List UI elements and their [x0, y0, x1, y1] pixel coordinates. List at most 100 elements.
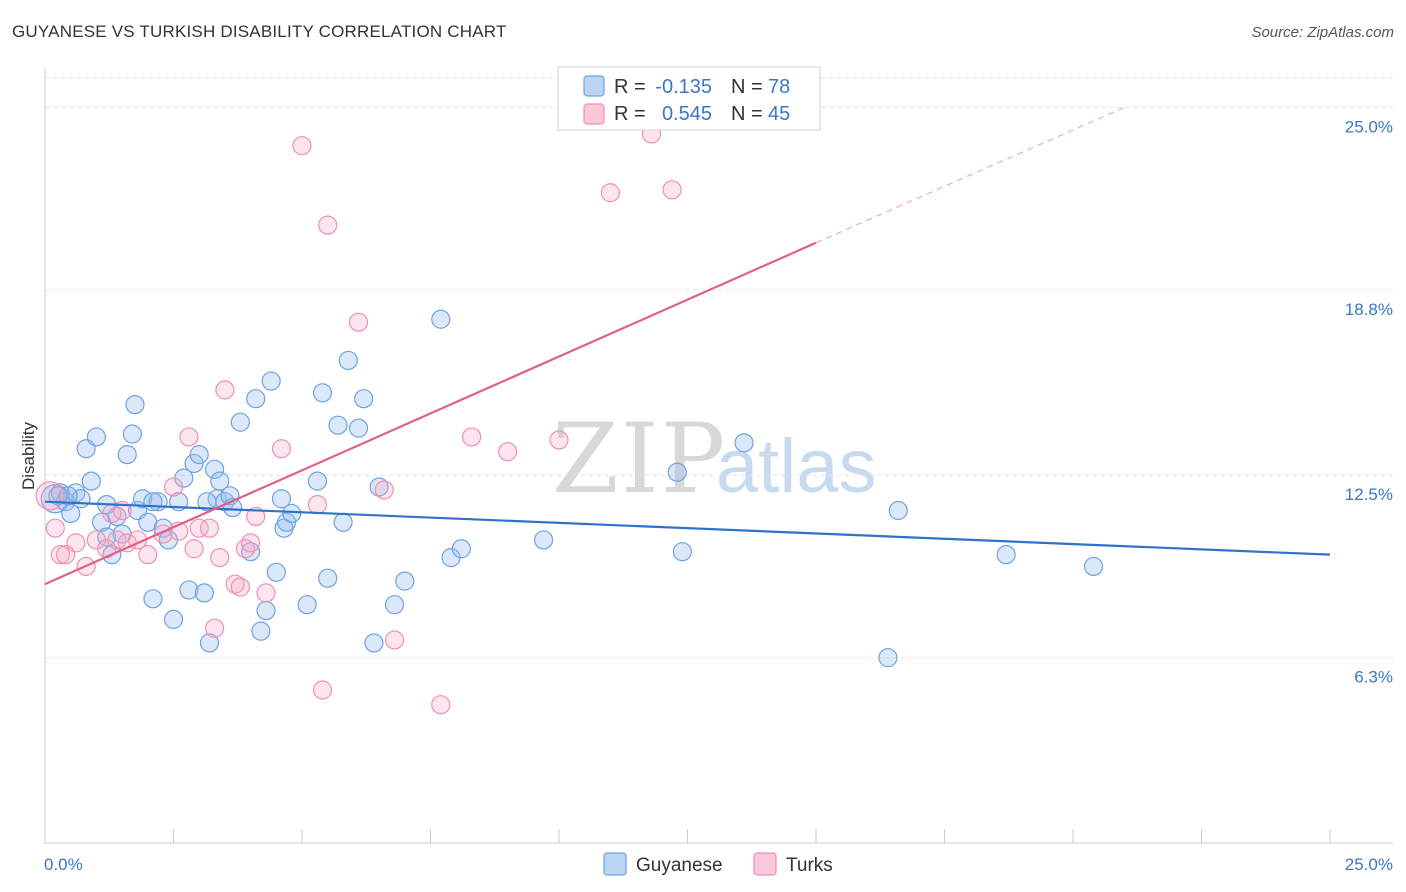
y-tick-label-12-5: 12.5% — [1345, 485, 1393, 504]
legend-r-value-1: -0.135 — [655, 76, 712, 98]
turks-point-40 — [549, 430, 569, 450]
guyanese-point-34 — [210, 471, 230, 491]
guyanese-point-72 — [1083, 556, 1104, 577]
turks-point-23 — [225, 574, 245, 594]
guyanese-point-67 — [672, 542, 692, 562]
turks-point-34 — [348, 312, 369, 332]
turks-point-22 — [215, 380, 235, 400]
guyanese-point-66 — [667, 462, 687, 482]
guyanese-point-44 — [266, 562, 286, 582]
guyanese-point-62 — [431, 309, 451, 329]
turks-point-44 — [102, 503, 122, 524]
turks-point-14 — [163, 477, 184, 497]
turks-point-27 — [246, 506, 266, 527]
guyanese-point-55 — [338, 350, 358, 371]
bottom-legend-turks: Turks — [786, 855, 833, 876]
turks-point-33 — [318, 215, 338, 235]
guyanese-point-31 — [199, 633, 220, 653]
guyanese-point-40 — [246, 389, 266, 409]
turks-point-29 — [271, 439, 292, 459]
guyanese-point-61 — [395, 571, 415, 591]
x-tick-label-min: 0.0% — [44, 855, 83, 874]
turks-point-17 — [184, 539, 204, 559]
watermark-zip: ZIP — [552, 403, 727, 515]
guyanese-point-8 — [86, 427, 107, 447]
guyanese-point-15 — [122, 424, 142, 444]
guyanese-trend-line — [44, 500, 1331, 556]
guyanese-point-57 — [354, 389, 374, 409]
guyanese-point-45 — [271, 489, 292, 509]
turks-point-26 — [241, 533, 261, 553]
turks-point-37 — [431, 695, 451, 715]
guyanese-point-43 — [261, 371, 281, 391]
guyanese-point-47 — [276, 512, 297, 532]
turks-point-41 — [600, 183, 621, 203]
legend-n-value-1: 78 — [768, 76, 790, 98]
turks-point-12 — [138, 545, 158, 565]
guyanese-point-54 — [333, 512, 353, 532]
guyanese-point-28 — [184, 453, 204, 474]
legend-n-label-2: N = — [731, 103, 763, 125]
guyanese-point-58 — [364, 633, 384, 653]
axes — [44, 68, 1393, 844]
guyanese-point-68 — [734, 433, 754, 453]
guyanese-point-52 — [318, 568, 338, 588]
turks-point-21 — [210, 547, 230, 568]
guyanese-point-75 — [143, 492, 163, 512]
legend-r-label-2: R = — [614, 103, 646, 125]
series-legend: Guyanese Turks — [603, 852, 833, 876]
guyanese-point-69 — [878, 648, 898, 668]
guyanese-point-48 — [282, 503, 302, 524]
x-tick-label-max: 25.0% — [1345, 855, 1393, 874]
turks-point-38 — [462, 427, 482, 447]
guyanese-point-51 — [312, 383, 333, 403]
y-tick-label-25-0: 25.0% — [1345, 117, 1393, 136]
correlation-legend: R = -0.135 N = 78 R = 0.545 N = 45 — [557, 66, 821, 131]
watermark-atlas: atlas — [716, 424, 877, 509]
turks-point-20 — [205, 618, 225, 638]
guyanese-point-71 — [996, 545, 1016, 565]
legend-n-label-1: N = — [731, 76, 763, 98]
guyanese-point-73 — [48, 486, 68, 506]
gridlines — [45, 77, 1395, 659]
bottom-legend-swatch-guyanese — [603, 852, 627, 876]
turks-point-1 — [45, 518, 65, 538]
turks-point-28 — [256, 583, 276, 603]
turks-trend-line — [44, 241, 817, 586]
legend-r-label-1: R = — [614, 76, 646, 98]
guyanese-point-27 — [179, 580, 199, 600]
turks-point-43 — [662, 180, 682, 200]
bottom-legend-swatch-turks — [753, 852, 777, 876]
bottom-legend-guyanese: Guyanese — [636, 855, 723, 876]
turks-point-2 — [50, 545, 71, 565]
guyanese-point-42 — [256, 600, 276, 621]
legend-r-value-2: 0.545 — [662, 103, 712, 125]
guyanese-point-53 — [328, 415, 348, 435]
source-label: Source: ZipAtlas.com — [1251, 24, 1394, 41]
guyanese-point-50 — [307, 471, 328, 491]
guyanese-point-14 — [117, 445, 137, 465]
guyanese-point-30 — [194, 583, 214, 603]
legend-swatch-turks — [583, 103, 605, 125]
turks-point-32 — [312, 680, 333, 700]
guyanese-point-70 — [888, 500, 908, 521]
guyanese-point-59 — [369, 477, 389, 497]
turks-point-4 — [66, 533, 86, 553]
turks-point-35 — [374, 480, 394, 500]
chart-title: GUYANESE VS TURKISH DISABILITY CORRELATI… — [12, 22, 507, 41]
guyanese-point-29 — [189, 445, 209, 465]
turks-point-36 — [384, 630, 405, 650]
guyanese-point-56 — [348, 418, 369, 438]
turks-point-30 — [292, 136, 312, 156]
turks-point-19 — [199, 518, 220, 538]
y-axis-label: Disability — [19, 421, 38, 490]
legend-swatch-guyanese — [583, 75, 605, 97]
guyanese-point-7 — [81, 471, 101, 491]
turks-point-39 — [498, 442, 518, 462]
guyanese-point-32 — [205, 459, 225, 479]
turks-point-24 — [230, 577, 250, 597]
guyanese-point-41 — [251, 621, 271, 641]
turks-point-0 — [35, 481, 65, 511]
y-tick-label-6-3: 6.3% — [1354, 668, 1393, 687]
